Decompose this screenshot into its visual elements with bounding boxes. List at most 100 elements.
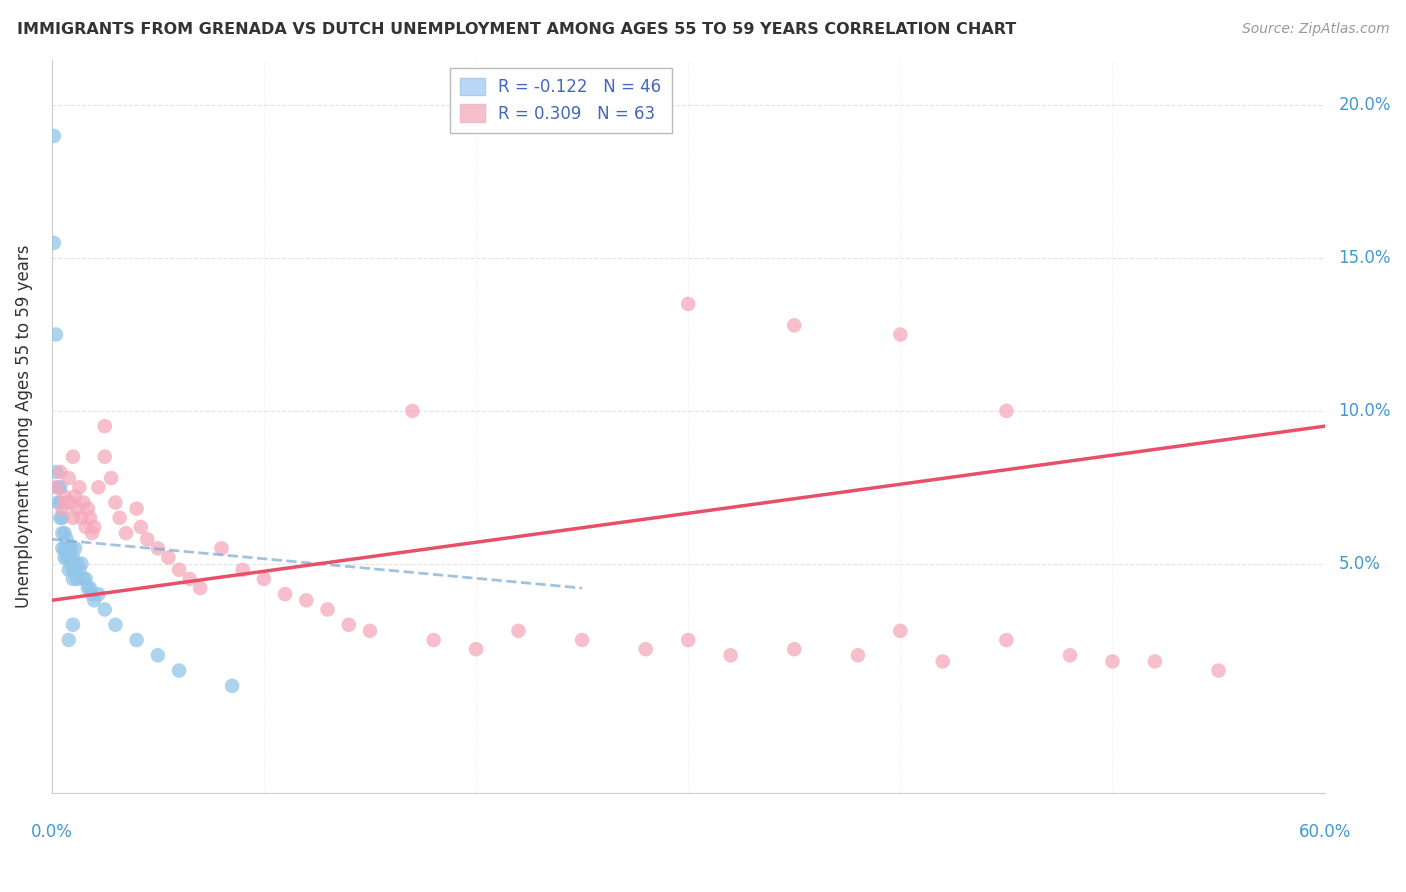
Point: [70, 557, 93, 571]
Point: [422, 633, 444, 648]
Text: 5.0%: 5.0%: [1339, 555, 1381, 573]
Point: [83, 520, 105, 534]
Text: 10.0%: 10.0%: [1339, 402, 1391, 420]
Point: [63, 490, 86, 504]
Point: [508, 624, 530, 638]
Point: [104, 495, 127, 509]
Point: [571, 633, 593, 648]
Point: [46, 480, 69, 494]
Point: [58, 563, 80, 577]
Point: [889, 327, 911, 342]
Point: [58, 550, 80, 565]
Point: [94, 450, 117, 464]
Point: [62, 450, 84, 464]
Point: [932, 654, 955, 668]
Point: [63, 563, 86, 577]
Point: [70, 511, 93, 525]
Point: [83, 593, 105, 607]
Point: [49, 495, 72, 509]
Point: [58, 633, 80, 648]
Point: [59, 495, 82, 509]
Point: [146, 648, 169, 663]
Point: [179, 572, 201, 586]
Point: [1059, 648, 1081, 663]
Point: [59, 541, 82, 556]
Point: [232, 563, 254, 577]
Point: [94, 419, 117, 434]
Text: 15.0%: 15.0%: [1339, 249, 1391, 268]
Point: [274, 587, 297, 601]
Point: [167, 664, 190, 678]
Point: [1143, 654, 1166, 668]
Point: [63, 541, 86, 556]
Point: [465, 642, 488, 657]
Point: [211, 541, 233, 556]
Point: [995, 633, 1018, 648]
Point: [87, 480, 110, 494]
Point: [62, 617, 84, 632]
Point: [66, 557, 89, 571]
Point: [316, 602, 339, 616]
Point: [79, 581, 101, 595]
Point: [55, 550, 77, 565]
Point: [51, 511, 73, 525]
Point: [53, 550, 76, 565]
Point: [76, 501, 98, 516]
Point: [51, 541, 73, 556]
Point: [75, 520, 97, 534]
Point: [87, 587, 110, 601]
Point: [783, 642, 806, 657]
Point: [100, 471, 122, 485]
Point: [337, 617, 360, 632]
Point: [720, 648, 742, 663]
Point: [146, 541, 169, 556]
Point: [46, 495, 69, 509]
Point: [75, 572, 97, 586]
Point: [676, 297, 699, 311]
Point: [67, 563, 90, 577]
Point: [51, 526, 73, 541]
Point: [157, 550, 180, 565]
Point: [42, 128, 65, 143]
Point: [58, 541, 80, 556]
Point: [49, 511, 72, 525]
Text: 20.0%: 20.0%: [1339, 96, 1391, 114]
Point: [62, 550, 84, 565]
Point: [125, 633, 148, 648]
Y-axis label: Unemployment Among Ages 55 to 59 years: Unemployment Among Ages 55 to 59 years: [15, 244, 32, 608]
Point: [79, 511, 101, 525]
Point: [108, 511, 131, 525]
Point: [1101, 654, 1123, 668]
Point: [53, 541, 76, 556]
Point: [94, 602, 117, 616]
Point: [634, 642, 657, 657]
Point: [676, 633, 699, 648]
Point: [80, 526, 103, 541]
Text: 60.0%: 60.0%: [1298, 823, 1351, 841]
Point: [221, 679, 243, 693]
Point: [67, 480, 90, 494]
Point: [80, 587, 103, 601]
Point: [66, 572, 89, 586]
Point: [129, 520, 152, 534]
Point: [51, 501, 73, 516]
Point: [115, 526, 138, 541]
Point: [45, 480, 67, 494]
Point: [62, 572, 84, 586]
Point: [58, 471, 80, 485]
Point: [62, 563, 84, 577]
Point: [253, 572, 276, 586]
Point: [401, 404, 423, 418]
Point: [53, 490, 76, 504]
Point: [66, 501, 89, 516]
Point: [167, 563, 190, 577]
Point: [59, 557, 82, 571]
Text: Source: ZipAtlas.com: Source: ZipAtlas.com: [1241, 22, 1389, 37]
Point: [136, 532, 159, 546]
Point: [889, 624, 911, 638]
Point: [45, 327, 67, 342]
Point: [42, 235, 65, 250]
Point: [295, 593, 318, 607]
Point: [76, 581, 98, 595]
Text: 0.0%: 0.0%: [31, 823, 73, 841]
